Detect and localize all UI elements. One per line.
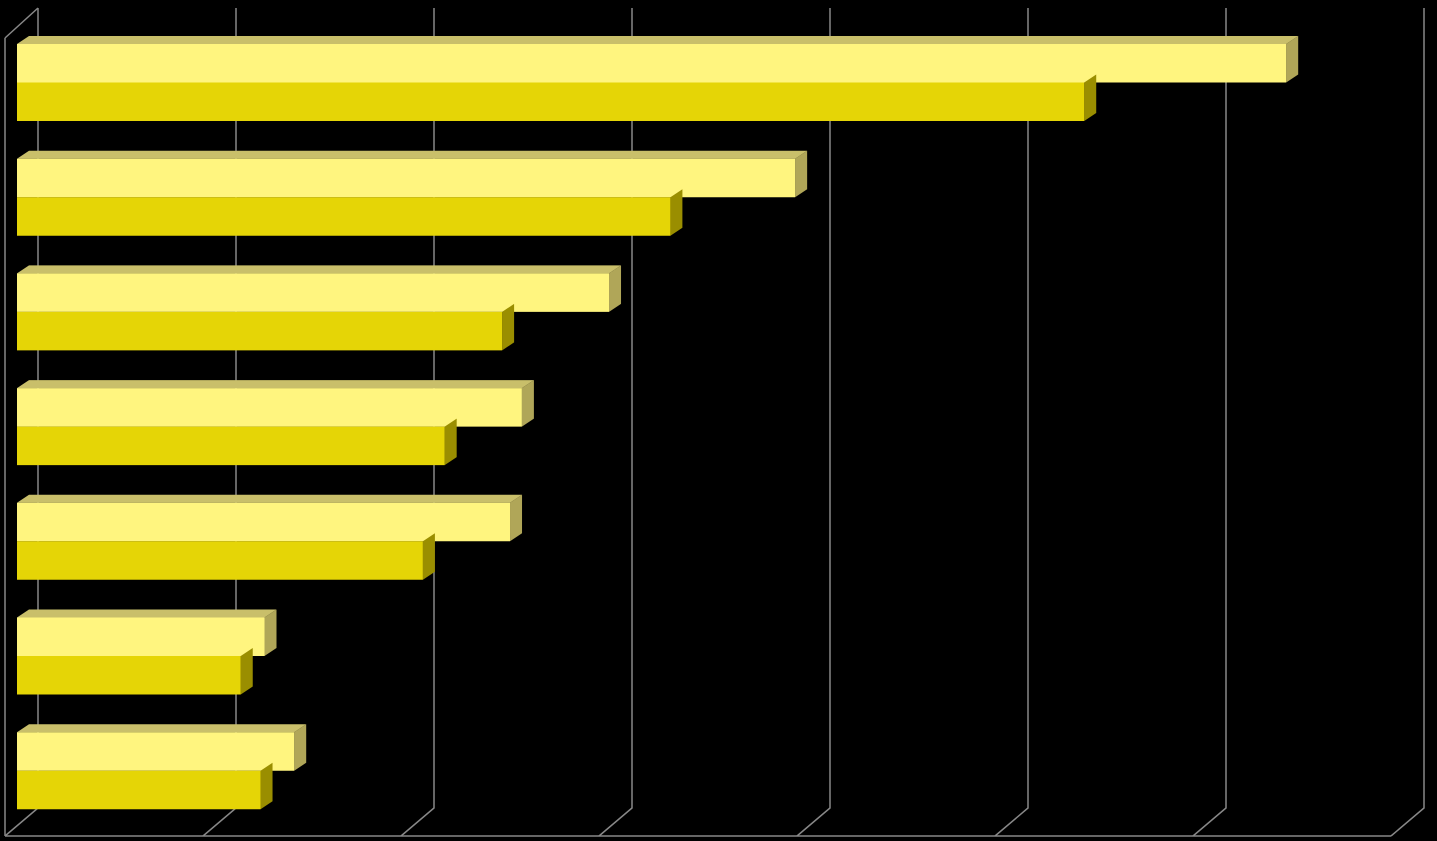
- bar-side: [670, 189, 683, 236]
- bar: [17, 265, 622, 312]
- bar-side: [502, 303, 515, 351]
- bar-face: [17, 311, 503, 351]
- bar-side: [510, 494, 523, 542]
- bar: [17, 533, 435, 580]
- bar-face: [17, 388, 522, 427]
- bar-face: [17, 426, 445, 466]
- bar-face: [17, 617, 265, 656]
- bar-face: [17, 541, 423, 580]
- bar: [17, 762, 273, 810]
- bar-side: [1286, 36, 1299, 83]
- bar-top: [17, 494, 523, 503]
- bar-side: [294, 724, 307, 771]
- grid-line: [598, 8, 633, 837]
- bar-face: [17, 273, 610, 312]
- bar-top: [17, 36, 1299, 44]
- bar-face: [17, 44, 1287, 83]
- bar-side: [521, 380, 534, 427]
- bar-face: [17, 82, 1085, 121]
- bar-face: [17, 770, 261, 810]
- grid-line: [1390, 8, 1425, 837]
- bar-side: [1084, 74, 1097, 121]
- axis-wall: [4, 7, 39, 836]
- bar-top: [17, 724, 307, 733]
- grid-line: [796, 8, 831, 837]
- bar-top: [17, 609, 277, 618]
- bar-side: [609, 265, 622, 312]
- bar-face: [17, 656, 241, 695]
- bar-side: [240, 648, 253, 695]
- bar: [17, 648, 253, 695]
- bar-side: [795, 150, 808, 198]
- bar: [17, 303, 515, 351]
- bar-face: [17, 502, 511, 542]
- bar: [17, 609, 277, 656]
- bar: [17, 494, 523, 542]
- grid-line: [1192, 8, 1227, 837]
- bar-top: [17, 150, 808, 159]
- bar: [17, 150, 808, 198]
- bar-top: [17, 265, 622, 274]
- bar: [17, 74, 1097, 121]
- bar-side: [264, 609, 277, 656]
- bar-side: [444, 418, 457, 466]
- bar: [17, 380, 534, 427]
- bar-top: [17, 380, 534, 389]
- bar: [17, 189, 683, 236]
- bar-side: [260, 762, 273, 810]
- grid-line: [994, 8, 1029, 837]
- bar-face: [17, 158, 796, 198]
- bar-face: [17, 732, 295, 771]
- bar-face: [17, 197, 671, 236]
- bar: [17, 418, 457, 466]
- bar-side: [422, 533, 435, 580]
- bar: [17, 36, 1299, 83]
- bar: [17, 724, 307, 771]
